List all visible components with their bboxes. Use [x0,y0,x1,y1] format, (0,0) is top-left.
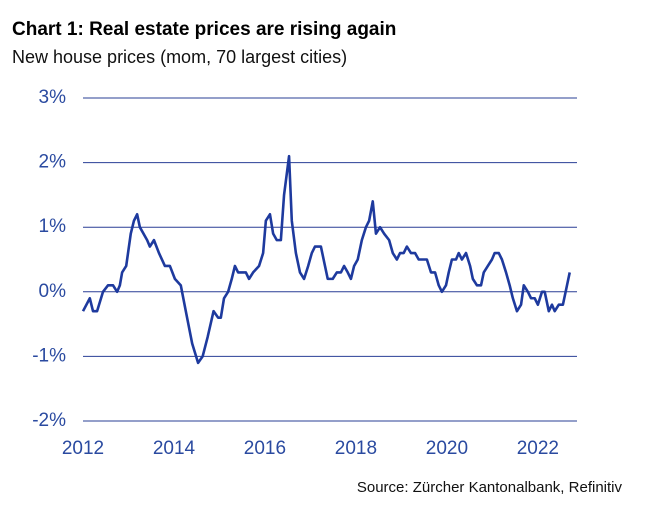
x-tick-label: 2014 [153,438,196,459]
y-tick-label: 0% [39,281,67,302]
y-tick-label: 3% [39,87,67,108]
y-tick-label: -2% [32,410,66,431]
x-tick-label: 2012 [62,438,104,459]
x-tick-label: 2018 [335,438,377,459]
y-tick-label: 1% [39,216,67,237]
chart-title: Chart 1: Real estate prices are rising a… [12,19,396,40]
x-tick-label: 2020 [426,438,468,459]
y-tick-label: 2% [39,152,67,173]
x-tick-label: 2016 [244,438,286,459]
x-tick-label: 2022 [517,438,559,459]
chart-subtitle: New house prices (mom, 70 largest cities… [12,47,347,67]
source-note: Source: Zürcher Kantonalbank, Refinitiv [357,479,623,496]
data-line [81,154,571,365]
y-tick-label: -1% [32,345,66,366]
